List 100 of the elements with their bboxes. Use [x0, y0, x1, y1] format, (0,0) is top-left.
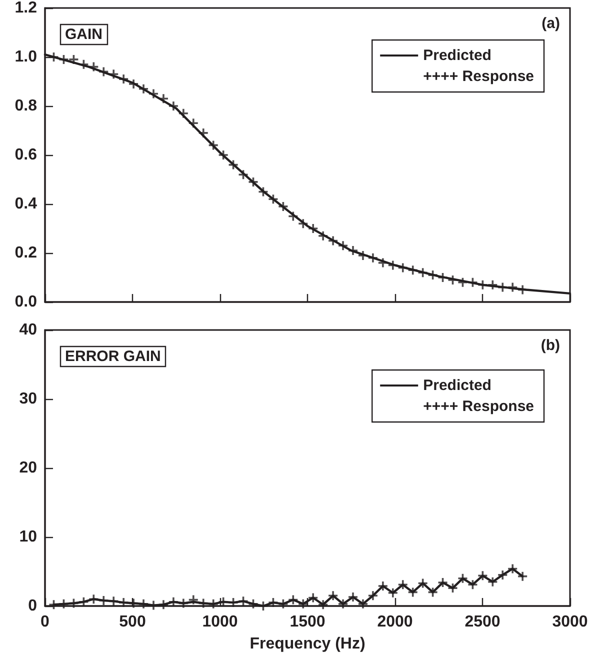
y-tick-label: 30 — [19, 390, 38, 408]
point — [438, 578, 448, 588]
point — [288, 595, 298, 604]
point — [378, 581, 388, 590]
point — [368, 253, 378, 262]
point — [458, 278, 468, 287]
point — [268, 194, 278, 204]
y-tick-label: 10 — [19, 528, 38, 546]
legend-label: Predicted — [423, 377, 492, 394]
point — [208, 140, 218, 150]
point — [308, 593, 318, 602]
point — [448, 584, 458, 593]
annotation: ERROR GAIN — [65, 348, 161, 365]
point — [168, 597, 178, 606]
point — [498, 282, 508, 292]
point — [188, 118, 198, 128]
point — [109, 596, 118, 606]
point — [518, 572, 528, 581]
point — [79, 60, 88, 69]
point — [338, 599, 348, 608]
x-tick-label: 2000 — [377, 614, 413, 630]
point — [468, 278, 478, 287]
point — [398, 580, 408, 590]
point — [358, 599, 368, 608]
point — [468, 580, 478, 590]
y-tick-label: 0.8 — [14, 98, 38, 114]
x-axis-title: Frequency (Hz) — [250, 636, 366, 652]
point — [488, 577, 498, 586]
point — [498, 570, 508, 580]
x-tick-label: 1500 — [290, 614, 326, 630]
point — [178, 598, 188, 608]
point — [448, 275, 458, 284]
point — [518, 285, 528, 294]
y-tick-label: 0.6 — [14, 146, 38, 164]
point — [328, 236, 338, 246]
point — [298, 599, 308, 608]
point — [508, 564, 518, 574]
point — [69, 54, 78, 64]
x-tick-label: 1000 — [202, 614, 238, 630]
point — [99, 67, 108, 76]
point — [208, 599, 218, 608]
point — [248, 177, 258, 186]
point — [218, 150, 228, 160]
point — [99, 596, 108, 605]
point — [248, 599, 258, 608]
point — [228, 598, 238, 608]
point — [178, 108, 188, 118]
x-tick-label: 3000 — [552, 614, 588, 630]
annotation: GAIN — [65, 26, 102, 43]
point — [488, 280, 498, 290]
point — [129, 79, 138, 88]
point — [129, 598, 138, 608]
point — [458, 574, 468, 583]
point — [188, 595, 198, 604]
point — [109, 70, 118, 79]
point — [378, 258, 388, 268]
point — [368, 591, 378, 600]
y-tick-label: 1.0 — [14, 48, 38, 66]
point — [59, 54, 68, 64]
legend-label: Predicted — [423, 47, 492, 64]
annotation: (b) — [540, 337, 560, 354]
point — [278, 202, 288, 211]
point — [348, 592, 358, 602]
point — [278, 599, 288, 608]
point — [89, 594, 98, 604]
point — [398, 263, 408, 272]
point — [158, 600, 168, 610]
point — [139, 84, 148, 94]
point — [388, 260, 398, 270]
y-tick-label: 0.0 — [14, 294, 38, 310]
point — [438, 273, 448, 282]
point — [388, 588, 398, 598]
point — [308, 224, 318, 233]
point — [218, 597, 228, 606]
point — [149, 89, 158, 98]
point — [268, 598, 278, 608]
point — [358, 250, 368, 260]
text: ++++ Response — [423, 398, 534, 415]
y-tick-label: 0 — [28, 598, 38, 614]
point — [298, 219, 308, 228]
point — [508, 282, 518, 292]
point — [428, 270, 438, 280]
point — [478, 280, 488, 290]
y-tick-label: 40 — [19, 322, 38, 338]
point — [338, 241, 348, 250]
y-tick-label: 0.2 — [14, 244, 38, 262]
point — [198, 598, 208, 608]
x-tick-label: 2500 — [464, 614, 500, 630]
y-tick-label: 0.4 — [14, 196, 38, 212]
point — [168, 102, 178, 110]
annotation: (a) — [542, 15, 560, 32]
point — [49, 52, 58, 62]
point — [418, 268, 428, 278]
point — [348, 246, 358, 256]
point — [408, 588, 418, 597]
point — [288, 212, 298, 221]
point — [119, 598, 128, 608]
point — [478, 571, 488, 580]
y-tick-label: 1.2 — [14, 0, 38, 16]
point — [258, 602, 268, 610]
